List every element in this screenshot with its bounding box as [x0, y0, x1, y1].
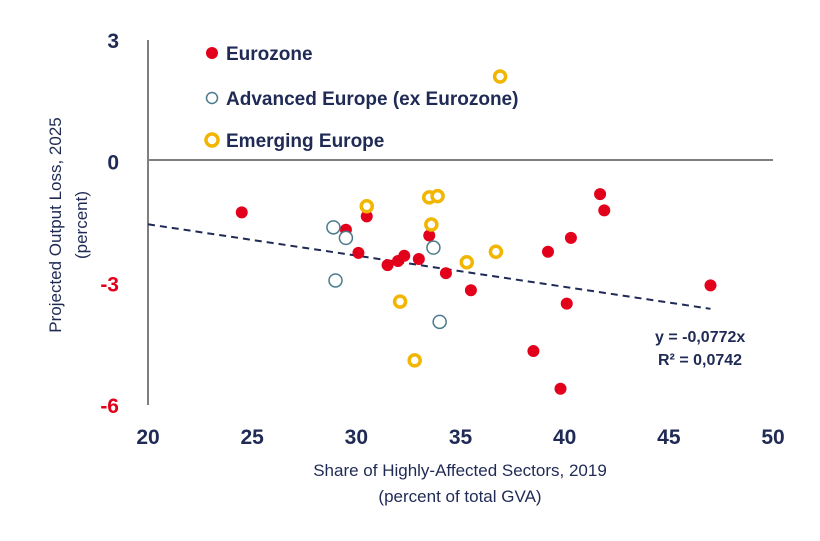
data-points	[235, 69, 717, 395]
x-tick-label: 50	[761, 426, 784, 449]
point-eurozone	[235, 206, 248, 219]
point-eurozone	[704, 279, 717, 292]
point-emerging-europe	[424, 217, 439, 232]
point-eurozone	[564, 231, 577, 244]
y-tick-labels: 3 0 -3 -6	[100, 30, 119, 418]
y-tick-label: 0	[107, 152, 119, 175]
trend-equation: y = -0,0772x	[655, 329, 745, 346]
legend-marker-eurozone	[206, 47, 218, 59]
legend-label-emerging: Emerging Europe	[226, 131, 384, 152]
point-emerging-europe	[459, 254, 474, 270]
point-eurozone	[527, 345, 540, 358]
point-eurozone	[598, 204, 611, 217]
legend: Eurozone Advanced Europe (ex Eurozone) E…	[204, 44, 518, 152]
point-emerging-europe	[430, 188, 445, 204]
point-advanced-europe	[326, 220, 341, 235]
point-eurozone	[464, 284, 477, 297]
x-axis-title: Share of Highly-Affected Sectors, 2019	[313, 461, 607, 480]
x-tick-label: 35	[449, 426, 473, 449]
point-eurozone	[554, 382, 567, 395]
point-emerging-europe	[407, 353, 422, 368]
point-emerging-europe	[492, 69, 508, 84]
x-tick-labels: 20 25 30 35 40 45 50	[136, 426, 784, 449]
point-eurozone	[352, 246, 365, 259]
x-axis-subtitle: (percent of total GVA)	[378, 487, 541, 506]
y-axis-subtitle: (percent)	[72, 191, 91, 259]
legend-marker-advanced	[205, 91, 219, 105]
x-tick-label: 25	[240, 426, 264, 449]
legend-label-advanced: Advanced Europe (ex Eurozone)	[226, 89, 518, 110]
point-emerging-europe	[392, 294, 408, 309]
y-tick-label: -3	[100, 273, 119, 296]
point-eurozone	[439, 267, 452, 280]
legend-marker-emerging	[204, 132, 220, 148]
point-advanced-europe	[338, 230, 354, 246]
point-emerging-europe	[488, 244, 504, 259]
trend-r2: R² = 0,0742	[658, 352, 742, 369]
x-tick-label: 20	[136, 426, 159, 449]
point-emerging-europe	[359, 199, 374, 214]
point-eurozone	[560, 297, 573, 310]
x-tick-label: 30	[345, 426, 368, 449]
point-eurozone	[381, 259, 394, 272]
point-eurozone	[594, 188, 607, 201]
legend-label-eurozone: Eurozone	[226, 44, 313, 65]
point-eurozone	[398, 249, 411, 262]
point-eurozone	[360, 210, 373, 223]
point-eurozone	[423, 229, 436, 242]
point-eurozone	[412, 253, 425, 265]
y-tick-label: 3	[107, 30, 119, 53]
x-tick-label: 45	[657, 426, 681, 449]
point-eurozone	[542, 245, 554, 258]
y-axis-title: Projected Output Loss, 2025	[46, 117, 65, 332]
y-tick-label: -6	[100, 395, 119, 418]
point-advanced-europe	[432, 314, 447, 330]
trendline	[147, 223, 711, 310]
point-advanced-europe	[328, 273, 343, 288]
point-advanced-europe	[426, 240, 441, 255]
x-tick-label: 40	[553, 426, 576, 449]
